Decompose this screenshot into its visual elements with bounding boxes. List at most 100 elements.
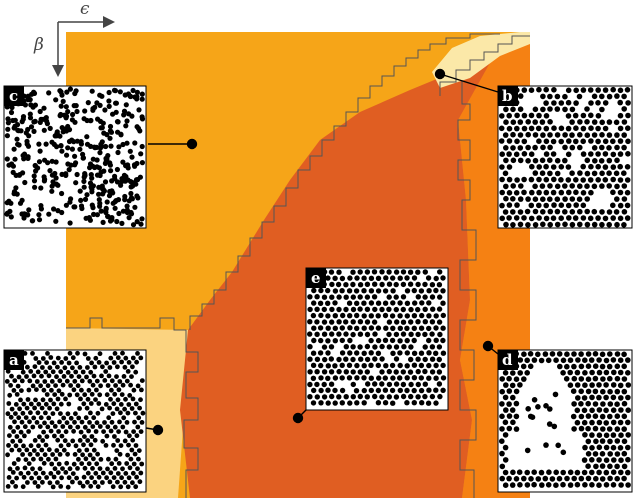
particle	[129, 374, 134, 379]
particle	[617, 382, 624, 389]
particle	[578, 376, 585, 382]
particle	[84, 374, 89, 380]
particle	[585, 475, 592, 482]
particle	[536, 215, 542, 221]
particle	[53, 181, 60, 187]
particle	[599, 106, 605, 113]
particle	[137, 128, 143, 134]
particle	[375, 337, 382, 344]
particle	[55, 364, 60, 370]
particle	[6, 433, 12, 438]
particle	[407, 281, 414, 287]
particle	[567, 469, 574, 476]
particle	[581, 407, 588, 414]
particle	[307, 294, 313, 300]
particle	[26, 429, 31, 434]
particle	[83, 415, 89, 421]
particle	[99, 125, 105, 131]
particle	[607, 351, 613, 357]
particle	[603, 457, 610, 464]
particle	[8, 414, 14, 420]
particle	[28, 124, 35, 130]
particle	[564, 363, 570, 370]
particle	[520, 363, 527, 370]
particle	[75, 383, 81, 389]
particle	[607, 438, 613, 445]
particle	[592, 401, 599, 407]
particle	[539, 119, 546, 125]
particle	[98, 169, 104, 175]
particle	[498, 138, 505, 144]
particle	[596, 369, 603, 376]
particle	[82, 108, 88, 114]
particle	[41, 105, 47, 111]
particle	[578, 425, 585, 432]
particle	[69, 146, 75, 152]
particle	[325, 287, 331, 294]
particle	[390, 275, 396, 281]
particle	[591, 170, 598, 177]
particle	[63, 128, 69, 134]
particle	[426, 325, 432, 332]
particle	[375, 387, 382, 394]
particle	[13, 172, 19, 178]
particle	[538, 469, 545, 476]
particle	[585, 413, 592, 419]
particle	[550, 215, 557, 221]
particle	[325, 350, 331, 356]
particle	[543, 403, 549, 409]
particle	[585, 451, 592, 457]
particle	[93, 429, 99, 434]
particle	[36, 141, 42, 147]
particle	[591, 145, 598, 151]
particle	[562, 209, 568, 215]
particle	[565, 151, 572, 158]
particle	[343, 331, 349, 337]
particle	[585, 376, 592, 383]
particle	[503, 221, 509, 228]
particle	[346, 300, 353, 306]
particle	[400, 319, 407, 325]
particle	[354, 362, 360, 369]
particle	[95, 116, 101, 122]
particle	[114, 179, 120, 185]
particle	[560, 449, 567, 456]
particle	[59, 391, 65, 397]
particle	[532, 119, 538, 125]
particle	[311, 287, 317, 294]
particle	[426, 313, 432, 319]
particle	[113, 198, 119, 204]
particle	[503, 183, 509, 190]
particle	[58, 103, 64, 109]
particle	[411, 400, 417, 406]
particle	[524, 208, 531, 215]
particle	[389, 313, 396, 319]
particle	[7, 208, 13, 214]
particle	[573, 138, 579, 145]
particle	[79, 419, 85, 425]
particle	[347, 275, 353, 281]
epsilon-axis-label: ϵ	[80, 0, 90, 19]
particle	[339, 400, 345, 406]
particle	[419, 312, 425, 319]
particle	[22, 102, 28, 108]
particle	[499, 450, 505, 457]
particle	[81, 116, 87, 122]
particle	[554, 196, 561, 202]
particle	[543, 151, 550, 157]
particle	[91, 373, 97, 379]
particle	[57, 419, 62, 425]
particle	[88, 410, 93, 416]
particle	[31, 448, 37, 453]
particle	[429, 344, 436, 350]
particle	[10, 470, 16, 475]
particle	[602, 177, 609, 183]
particle	[73, 180, 79, 186]
particle	[621, 388, 628, 395]
particle	[125, 177, 131, 183]
particle	[11, 146, 17, 152]
particle	[325, 387, 331, 393]
particle	[574, 407, 581, 414]
particle	[499, 463, 506, 470]
particle	[577, 144, 583, 151]
